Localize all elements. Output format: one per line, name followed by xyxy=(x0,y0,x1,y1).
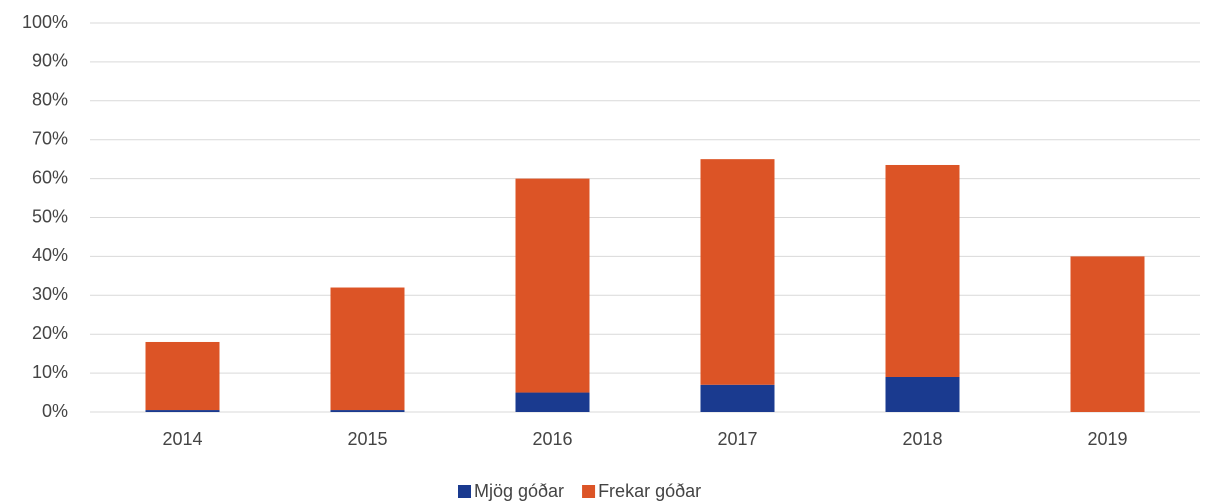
legend-swatch xyxy=(458,485,471,498)
y-tick-label: 20% xyxy=(32,323,68,343)
y-tick-label: 50% xyxy=(32,206,68,226)
y-tick-label: 60% xyxy=(32,167,68,187)
bar-segment xyxy=(1070,256,1145,412)
y-tick-label: 10% xyxy=(32,362,68,382)
x-tick-label: 2014 xyxy=(162,429,202,449)
x-tick-label: 2015 xyxy=(347,429,387,449)
bar-segment xyxy=(145,410,220,412)
y-tick-label: 100% xyxy=(22,12,68,32)
x-tick-label: 2018 xyxy=(902,429,942,449)
x-tick-label: 2019 xyxy=(1087,429,1127,449)
bar-segment xyxy=(515,392,590,412)
bar-segment xyxy=(515,178,590,393)
y-tick-label: 80% xyxy=(32,90,68,110)
bar-segment xyxy=(330,287,405,411)
bar-segment xyxy=(885,164,960,377)
y-tick-label: 30% xyxy=(32,284,68,304)
y-tick-label: 40% xyxy=(32,245,68,265)
bar-segment xyxy=(700,384,775,412)
bar-segment xyxy=(330,410,405,412)
bar-segment xyxy=(885,376,960,412)
bar-segment xyxy=(700,159,775,385)
bar-segment xyxy=(145,341,220,411)
y-tick-label: 70% xyxy=(32,128,68,148)
y-tick-label: 90% xyxy=(32,51,68,71)
x-tick-label: 2016 xyxy=(532,429,572,449)
legend-label: Frekar góðar xyxy=(598,481,701,501)
x-tick-label: 2017 xyxy=(717,429,757,449)
legend-label: Mjög góðar xyxy=(474,481,564,501)
legend-swatch xyxy=(582,485,596,498)
y-tick-label: 0% xyxy=(42,401,68,421)
